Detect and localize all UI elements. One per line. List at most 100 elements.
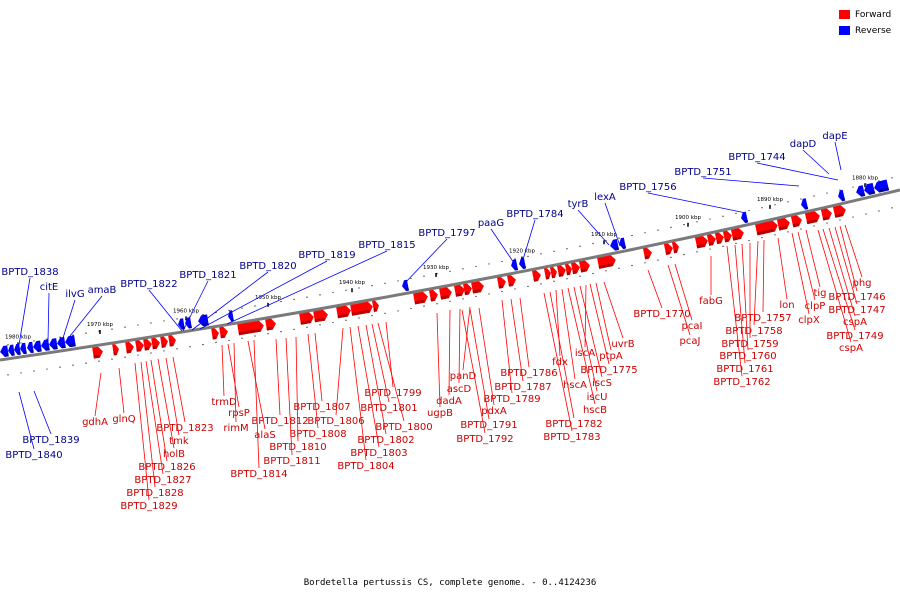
reverse-gene-arrow — [20, 342, 27, 355]
forward-gene-label: BPTD_1760 — [719, 351, 776, 362]
minor-tick-below — [358, 317, 360, 319]
reverse-gene-arrow — [185, 317, 192, 329]
minor-tick-above — [33, 340, 35, 342]
minor-tick-above — [670, 226, 672, 228]
forward-gene-label: BPTD_1783 — [543, 432, 600, 443]
forward-gene-arrow — [714, 232, 724, 245]
forward-gene-label: BPTD_1823 — [156, 423, 213, 434]
forward-leader-line — [469, 308, 490, 420]
minor-tick-below — [163, 350, 165, 352]
minor-tick-below — [774, 234, 776, 236]
minor-tick-below — [540, 283, 542, 285]
forward-gene-label: alaS — [254, 430, 275, 441]
forward-gene-label: BPTD_1802 — [357, 435, 414, 446]
minor-tick-below — [878, 210, 880, 212]
minor-tick-above — [85, 332, 87, 334]
minor-tick-above — [137, 324, 139, 326]
minor-tick-below — [306, 326, 308, 328]
minor-tick-above — [488, 263, 490, 265]
minor-tick-above — [202, 314, 204, 316]
forward-leader-line — [555, 289, 561, 357]
forward-gene-arrow — [579, 260, 590, 273]
reverse-leader-line — [756, 162, 839, 181]
tick-label: 1970 kbp — [87, 322, 113, 328]
forward-gene-arrow — [454, 284, 465, 297]
tick-label: 1900 kbp — [675, 215, 701, 221]
forward-leader-line — [753, 240, 759, 326]
reverse-gene-label: BPTD_1838 — [1, 267, 58, 278]
forward-gene-labels: phgBPTD_1746BPTD_1747cspABPTD_1749cspAti… — [82, 224, 886, 512]
minor-tick-below — [475, 295, 477, 298]
reverse-gene-arrow — [65, 335, 76, 348]
legend-forward-swatch — [839, 10, 850, 19]
minor-tick-below — [319, 324, 321, 326]
forward-gene-label: hscA — [563, 380, 587, 391]
forward-gene-arrow — [642, 247, 652, 260]
reverse-gene-label: tyrB — [568, 199, 589, 210]
forward-leader-line — [777, 237, 788, 300]
minor-tick-below — [839, 219, 841, 221]
minor-tick-below — [826, 222, 828, 224]
minor-tick-below — [722, 245, 724, 247]
reverse-gene-arrow — [741, 211, 749, 224]
minor-tick-above — [891, 177, 893, 179]
forward-gene-arrow — [336, 305, 351, 319]
minor-tick-above — [319, 294, 321, 296]
figure-caption: Bordetella pertussis CS, complete genome… — [303, 578, 597, 588]
minor-tick-below — [176, 348, 178, 350]
reverse-gene-label: lexA — [594, 192, 616, 203]
tick-label: 1910 kbp — [591, 232, 617, 238]
reverse-gene-arrow — [610, 239, 620, 251]
minor-tick-above — [7, 344, 9, 346]
forward-gene-arrow — [832, 205, 846, 218]
forward-gene-label: BPTD_1804 — [337, 461, 394, 472]
forward-gene-label: BPTD_1775 — [580, 365, 637, 376]
minor-tick-above — [176, 318, 178, 320]
minor-tick-above — [163, 320, 165, 322]
forward-gene-arrow — [790, 215, 802, 228]
reverse-leader-line — [47, 292, 50, 342]
reverse-leader-line — [802, 149, 830, 175]
forward-gene-label: iscS — [592, 378, 612, 389]
tick-label: 1960 kbp — [173, 308, 199, 314]
reverse-gene-arrow — [33, 340, 42, 352]
forward-gene-label: BPTD_1770 — [633, 309, 690, 320]
minor-tick-above — [20, 342, 22, 344]
forward-leader-line — [295, 336, 299, 442]
minor-tick-above — [787, 201, 789, 203]
forward-leader-line — [478, 307, 495, 406]
forward-gene-label: BPTD_1789 — [483, 394, 540, 405]
reverse-gene-arrow — [8, 344, 15, 356]
forward-gene-label: BPTD_1827 — [134, 475, 191, 486]
reverse-leader-line — [490, 228, 515, 264]
forward-gene-label: iscU — [587, 392, 608, 403]
forward-gene-label: BPTD_1811 — [263, 456, 320, 467]
minor-tick-below — [72, 364, 74, 366]
forward-gene-arrow — [92, 346, 103, 359]
forward-leader-line — [741, 243, 749, 351]
forward-leader-line — [335, 327, 344, 416]
forward-leader-line — [647, 269, 663, 309]
forward-gene-label: pcaJ — [680, 336, 701, 347]
reverse-leader-line — [702, 177, 800, 187]
reverse-leader-line — [226, 250, 388, 325]
forward-gene-label: uvrB — [611, 339, 634, 350]
forward-gene-arrow — [350, 301, 373, 316]
reverse-gene-arrow — [41, 339, 50, 351]
forward-gene-label: tig — [813, 288, 826, 299]
reverse-leader-line — [647, 192, 747, 214]
forward-gene-arrow — [429, 289, 438, 302]
reverse-gene-label: BPTD_1819 — [298, 250, 355, 261]
minor-tick-below — [410, 307, 412, 310]
forward-gene-arrow — [570, 262, 580, 275]
forward-gene-label: BPTD_1803 — [350, 448, 407, 459]
reverse-gene-label: dapE — [822, 131, 847, 142]
forward-leader-line — [834, 226, 858, 305]
minor-tick-below — [735, 242, 737, 245]
minor-tick-below — [397, 310, 399, 312]
minor-tick-below — [436, 303, 438, 305]
forward-leader-line — [822, 228, 856, 331]
reverse-gene-label: BPTD_1815 — [358, 240, 415, 251]
